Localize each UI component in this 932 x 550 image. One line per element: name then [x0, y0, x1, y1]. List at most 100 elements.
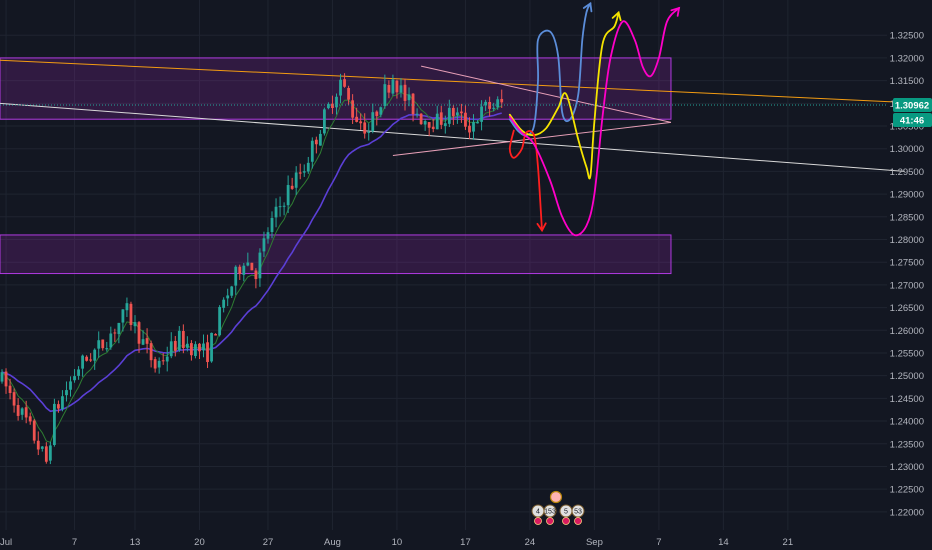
- time-tick-label: Jul: [0, 537, 12, 548]
- candle-body: [447, 107, 451, 124]
- candle-body: [331, 103, 334, 109]
- candle: [323, 107, 326, 136]
- candle: [363, 113, 367, 139]
- candle-body: [61, 396, 64, 409]
- candle: [28, 412, 32, 425]
- candle: [347, 85, 350, 106]
- time-tick-label: 7: [72, 537, 77, 548]
- candle-body: [318, 133, 322, 146]
- candle-body: [218, 307, 222, 336]
- candle: [451, 105, 455, 126]
- candle: [4, 368, 8, 394]
- time-tick-label: Aug: [324, 537, 341, 548]
- candle: [153, 356, 157, 373]
- candle: [310, 137, 314, 169]
- candle: [258, 248, 262, 287]
- price-axis[interactable]: 1.325001.320001.315001.310001.305001.300…: [890, 31, 932, 519]
- candle: [455, 107, 459, 124]
- candle: [318, 129, 322, 146]
- candle: [359, 113, 363, 130]
- time-tick-label: 27: [263, 537, 274, 548]
- arrow-head-icon: [611, 10, 622, 22]
- candle-body: [419, 113, 423, 125]
- candle: [36, 431, 40, 456]
- time-axis[interactable]: Jul 7 13 20 27 Aug 10 17 24 Sep 7 14 21: [0, 537, 793, 548]
- candle-body: [262, 238, 266, 252]
- candle: [93, 348, 97, 370]
- candle-body: [198, 343, 201, 352]
- event-count-label: 5: [564, 509, 568, 516]
- event-badge[interactable]: [543, 504, 557, 518]
- candle-body: [339, 79, 342, 96]
- candle-body: [0, 372, 4, 382]
- candle-body: [298, 172, 302, 174]
- price-tick-label: 1.32000: [890, 53, 924, 64]
- candle: [20, 407, 24, 420]
- candle-body: [290, 185, 294, 189]
- candle-body: [323, 109, 326, 134]
- event-badge[interactable]: [571, 504, 585, 518]
- candle: [242, 262, 246, 282]
- candle: [314, 136, 318, 154]
- candle-body: [266, 232, 270, 239]
- candle: [383, 74, 387, 109]
- currency-flag-icon[interactable]: [574, 517, 582, 525]
- currency-flag-icon[interactable]: [534, 517, 542, 525]
- candle-body: [105, 348, 109, 350]
- candle-body: [234, 266, 238, 286]
- candle-body: [57, 404, 60, 409]
- time-tick-label: 24: [525, 537, 536, 548]
- flag-event-icon[interactable]: [549, 490, 563, 504]
- candle-body: [169, 341, 173, 357]
- candle: [32, 419, 36, 444]
- trendline: [0, 102, 905, 172]
- candle: [238, 264, 242, 280]
- candle: [145, 328, 149, 354]
- countdown-badge[interactable]: [893, 113, 932, 128]
- candle: [44, 442, 48, 464]
- candle: [105, 341, 109, 352]
- candle: [194, 341, 197, 359]
- currency-flag-icon[interactable]: [562, 517, 570, 525]
- candle-body: [153, 359, 157, 369]
- candle-body: [411, 93, 415, 115]
- candle-body: [8, 385, 12, 394]
- candle: [214, 333, 217, 336]
- candle: [278, 196, 282, 217]
- candle-body: [214, 334, 217, 336]
- candle-body: [101, 339, 105, 349]
- candle: [439, 105, 443, 130]
- fast-moving-average-line: [1, 91, 502, 443]
- currency-flag-icon[interactable]: [546, 517, 554, 525]
- candle: [0, 369, 4, 384]
- candle-body: [492, 107, 496, 109]
- candle: [12, 388, 16, 413]
- candle-body: [399, 85, 403, 93]
- bar-countdown: 41:46: [900, 116, 924, 127]
- price-tick-label: 1.25000: [890, 371, 924, 382]
- candle-body: [363, 122, 367, 134]
- time-tick-label: 10: [392, 537, 403, 548]
- candle: [375, 110, 379, 126]
- candle-body: [177, 330, 181, 351]
- candle: [282, 202, 286, 216]
- candle: [8, 378, 12, 400]
- candle-body: [480, 106, 483, 122]
- time-tick-label: 13: [130, 537, 141, 548]
- candle-body: [391, 79, 395, 94]
- candle: [460, 103, 463, 123]
- economic-events[interactable]: 4 153 5 53: [531, 490, 585, 525]
- candle-body: [460, 111, 463, 114]
- candle: [40, 445, 44, 452]
- candle-body: [379, 107, 383, 115]
- candle-body: [173, 340, 177, 351]
- candle-body: [52, 403, 56, 445]
- candle: [157, 357, 161, 374]
- candle: [379, 106, 383, 118]
- candle: [230, 285, 234, 299]
- candle: [335, 93, 338, 115]
- candle-body: [28, 416, 32, 422]
- last-price-badge[interactable]: [893, 98, 932, 113]
- candle-body: [121, 309, 125, 323]
